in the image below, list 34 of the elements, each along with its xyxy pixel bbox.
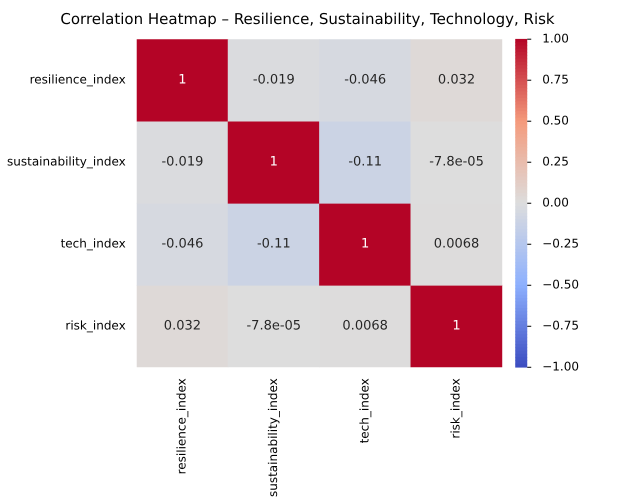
color-bar-label: 0.50 [542,113,569,128]
data-label: 1 [452,318,461,334]
data-label: 1 [178,72,187,88]
data-label: -0.11 [348,154,382,170]
x-tick-label: risk_index [448,378,463,439]
data-label: 0.032 [164,318,202,334]
color-bar-label: 0.75 [542,72,569,86]
data-label: -0.019 [252,72,295,88]
data-label: -7.8e-05 [429,154,484,170]
data-label: 0.0068 [434,236,480,252]
data-label: -7.8e-05 [246,318,302,334]
color-bar-label: −0.75 [542,318,580,332]
color-bar-label: −0.50 [542,277,580,292]
x-tick-label: sustainability_index [266,378,280,497]
y-tick-label: resilience_index [30,72,126,86]
x-tick-label: tech_index [357,378,372,444]
y-tick-label: tech_index [60,236,126,250]
y-tick-label: risk_index [65,318,126,332]
data-label: 0.032 [438,72,476,88]
data-label: 1 [361,236,370,252]
data-label: -0.019 [161,154,204,170]
data-label: 0.0068 [342,318,388,334]
data-label: -0.11 [256,236,291,252]
chart-title: Correlation Heatmap – Resilience, Sustainability, Technology, Risk [60,10,555,28]
y-tick-label: sustainability_index [7,154,126,168]
color-bar-label: 1.00 [542,31,569,46]
color-bar-label: 0.00 [542,195,569,210]
data-label: 1 [270,154,278,170]
color-bar-label: −1.00 [542,359,580,374]
data-label: -0.046 [344,72,386,88]
x-tick-label: resilience_index [174,378,189,474]
data-label: -0.046 [161,236,204,252]
color-bar-label: −0.25 [542,236,580,250]
color-bar-label: 0.25 [542,154,569,168]
